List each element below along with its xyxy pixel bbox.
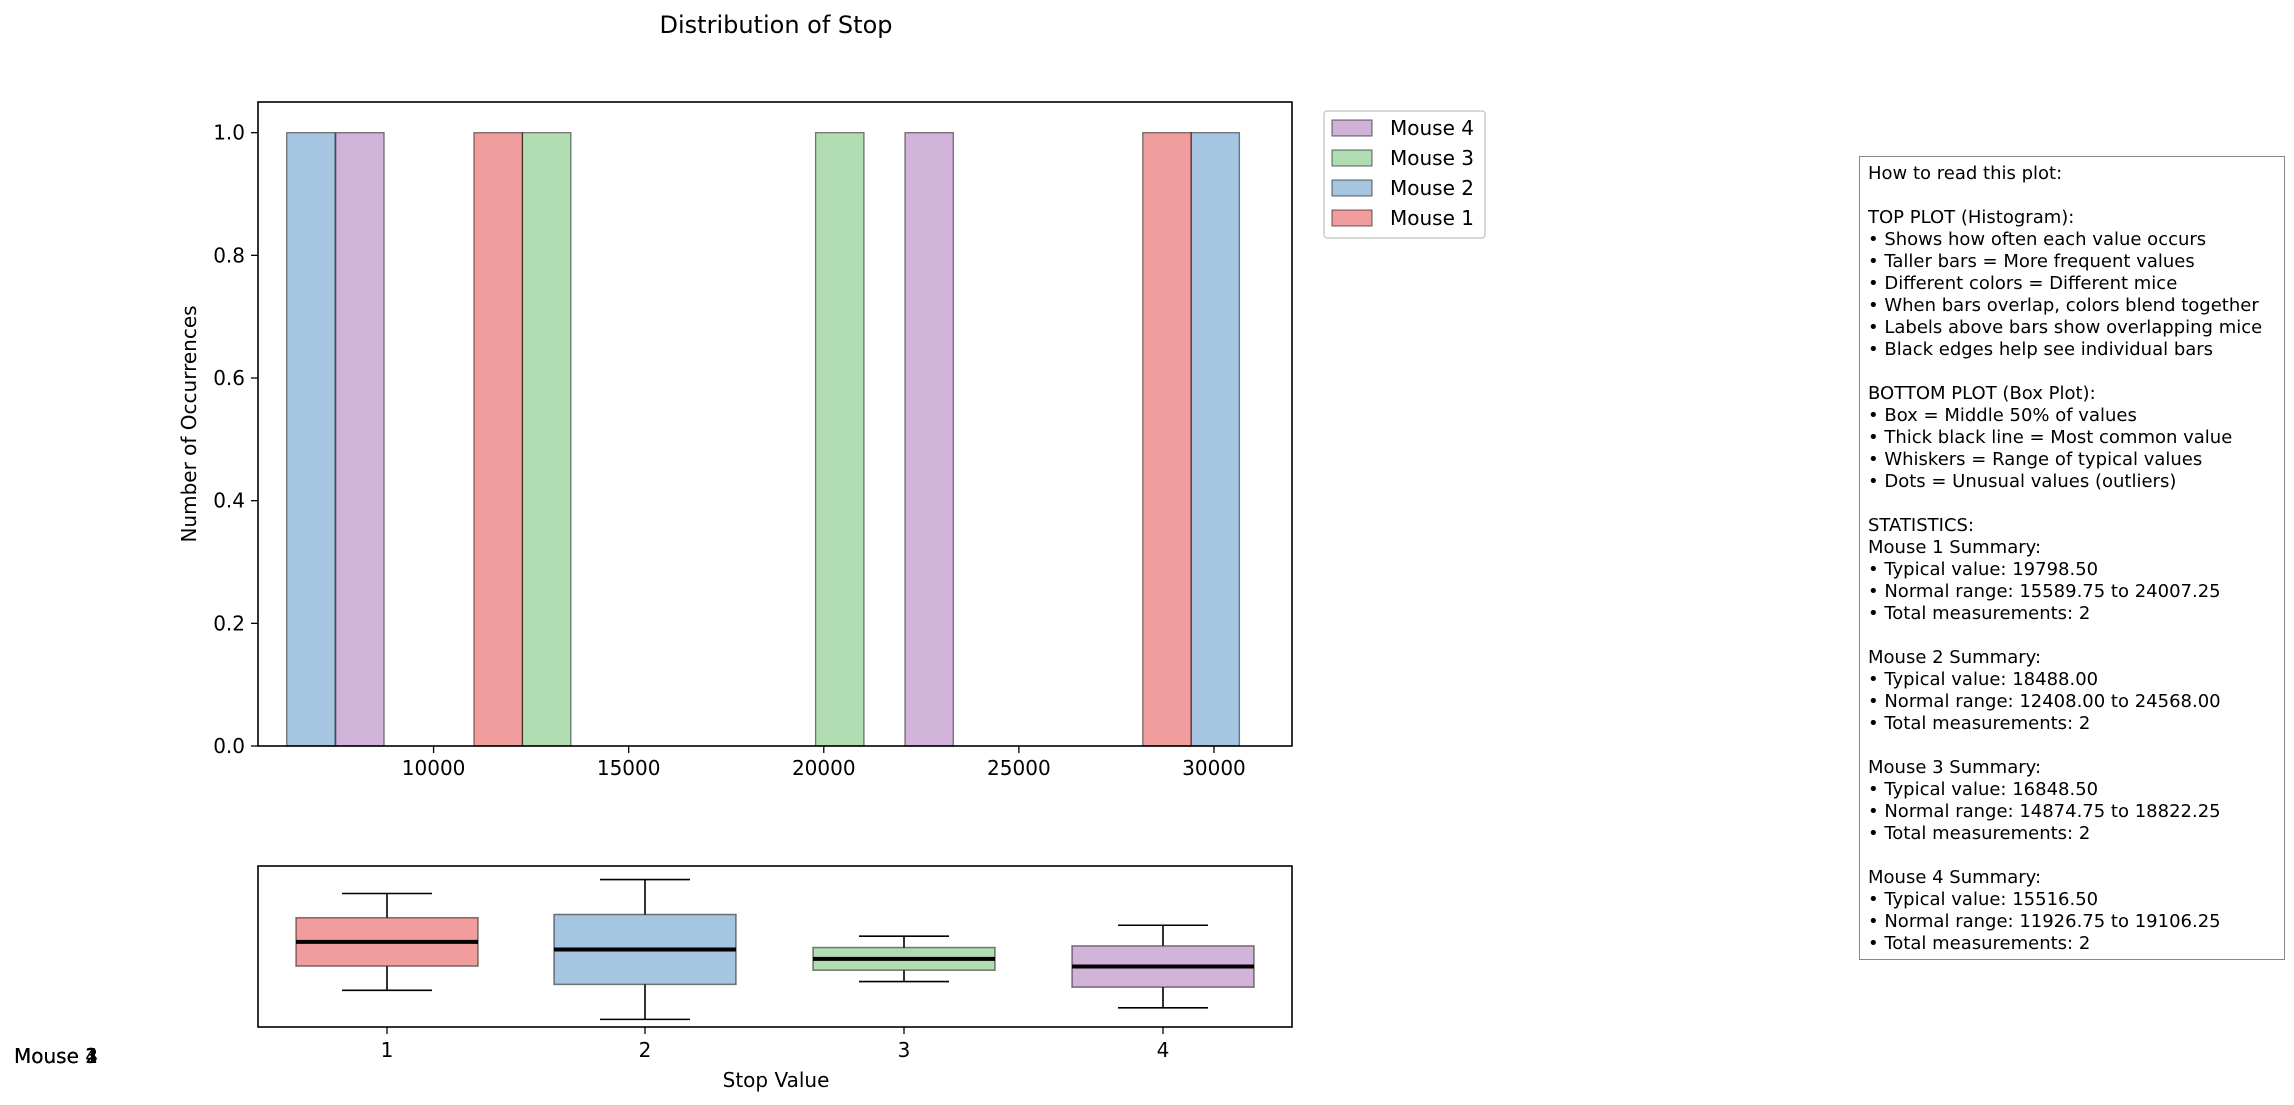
info-line: • Box = Middle 50% of values (1868, 405, 2137, 426)
x-tick-label: 4 (1157, 1038, 1170, 1062)
histogram-plot: 10000 15000 20000 25000 30000 0.00.20.40.60.… (177, 101, 1293, 780)
histogram-y-ticks: 0.0 0.2 0.4 0.6 0.8 1.0 (213, 121, 258, 758)
histogram-bar (286, 132, 336, 747)
stray-label: Mouse 1 (14, 1044, 98, 1068)
plot-reading-guide: How to read this plot: TOP PLOT (Histogra… (1859, 156, 2285, 960)
info-line: • Shows how often each value occurs (1868, 229, 2207, 250)
box-plot-axes-frame (257, 865, 1293, 1028)
info-line: Mouse 3 Summary: (1868, 757, 2042, 778)
x-tick-label: 10000 (402, 756, 466, 780)
info-line: • When bars overlap, colors blend togeth… (1868, 295, 2259, 316)
info-line: Mouse 2 Summary: (1868, 647, 2042, 668)
info-line: TOP PLOT (Histogram): (1868, 207, 2075, 228)
info-line: • Total measurements: 2 (1868, 603, 2091, 624)
info-line: • Black edges help see individual bars (1868, 339, 2214, 360)
info-line (1868, 185, 2276, 207)
histogram-bar (521, 132, 572, 747)
histogram-x-ticks: 10000 15000 20000 25000 30000 (402, 746, 1246, 780)
histogram-y-axis-label: Number of Occurrences (177, 305, 201, 542)
info-line: BOTTOM PLOT (Box Plot): (1868, 383, 2096, 404)
x-tick-label: 2 (639, 1038, 652, 1062)
box-plot-marks (295, 878, 1255, 1021)
info-line: • Typical value: 19798.50 (1868, 559, 2099, 580)
legend-label: Mouse 4 (1390, 116, 1474, 140)
box-plot-x-ticks: 1 2 3 4 (381, 1027, 1170, 1062)
info-line: • Typical value: 18488.00 (1868, 669, 2099, 690)
info-line: • Labels above bars show overlapping mic… (1868, 317, 2263, 338)
info-line: • Normal range: 12408.00 to 24568.00 (1868, 691, 2221, 712)
box-plot-item (553, 878, 737, 1021)
x-tick-label: 1 (381, 1038, 394, 1062)
x-tick-label: 25000 (987, 756, 1051, 780)
info-line (1868, 625, 2276, 647)
y-tick-label: 0.2 (213, 611, 245, 635)
legend-frame (1323, 110, 1486, 239)
info-line: Mouse 4 Summary: (1868, 867, 2042, 888)
box-plot: 1 2 3 4 Stop Value (257, 865, 1293, 1092)
x-tick-label: 15000 (597, 756, 661, 780)
info-line (1868, 845, 2276, 867)
stray-label: Mouse 2 (14, 1044, 98, 1068)
chart-title: Distribution of Stop (660, 11, 893, 39)
info-line: • Total measurements: 2 (1868, 823, 2091, 844)
info-line: • Total measurements: 2 (1868, 713, 2091, 734)
info-line: • Different colors = Different mice (1868, 273, 2178, 294)
legend-label: Mouse 2 (1390, 176, 1474, 200)
x-tick-label: 30000 (1182, 756, 1246, 780)
legend-swatch (1331, 149, 1373, 167)
info-line: • Total measurements: 2 (1868, 933, 2091, 954)
histogram-bar (473, 132, 524, 747)
histogram-axes-frame (257, 101, 1293, 747)
histogram-bars (286, 132, 1241, 747)
info-line: • Thick black line = Most common value (1868, 427, 2233, 448)
legend-swatch (1331, 119, 1373, 137)
info-line: • Normal range: 11926.75 to 19106.25 (1868, 911, 2221, 932)
y-tick-label: 0.8 (213, 243, 245, 267)
histogram-bar (335, 132, 385, 747)
info-line: STATISTICS: (1868, 515, 1975, 536)
legend-label: Mouse 1 (1390, 206, 1474, 230)
info-line (1868, 735, 2276, 757)
box-plot-item (1071, 924, 1255, 1009)
y-tick-label: 1.0 (213, 121, 245, 145)
box-plot-item (812, 935, 996, 983)
info-line (1868, 493, 2276, 515)
y-tick-label: 0.0 (213, 734, 245, 758)
info-line: • Normal range: 15589.75 to 24007.25 (1868, 581, 2221, 602)
histogram-bar (904, 132, 955, 747)
histogram-bar (1142, 132, 1192, 747)
info-line (1868, 361, 2276, 383)
x-tick-label: 3 (898, 1038, 911, 1062)
info-line: • Taller bars = More frequent values (1868, 251, 2195, 272)
x-tick-label: 20000 (792, 756, 856, 780)
info-line: How to read this plot: (1868, 163, 2063, 184)
info-line: • Typical value: 16848.50 (1868, 779, 2099, 800)
info-line: • Dots = Unusual values (outliers) (1868, 471, 2177, 492)
y-tick-label: 0.6 (213, 366, 245, 390)
legend-swatch (1331, 209, 1373, 227)
legend-label: Mouse 3 (1390, 146, 1474, 170)
histogram-bar (1190, 132, 1241, 747)
y-tick-label: 0.4 (213, 489, 245, 513)
stray-label: Mouse 3 (14, 1044, 98, 1068)
info-line: • Typical value: 15516.50 (1868, 889, 2099, 910)
box-plot-x-axis-label: Stop Value (723, 1068, 830, 1092)
info-line: Mouse 1 Summary: (1868, 537, 2042, 558)
stray-label: Mouse 4 (14, 1044, 98, 1068)
legend-swatch (1331, 179, 1373, 197)
histogram-bar (814, 132, 865, 747)
info-line: • Whiskers = Range of typical values (1868, 449, 2203, 470)
legend: Mouse 4 Mouse 3 Mouse 2 Mouse 1 (1323, 110, 1486, 239)
info-line: • Normal range: 14874.75 to 18822.25 (1868, 801, 2221, 822)
box-plot-item (295, 892, 479, 992)
